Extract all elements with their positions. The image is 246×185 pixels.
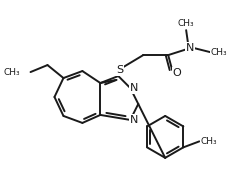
- Text: CH₃: CH₃: [201, 137, 218, 146]
- Text: CH₃: CH₃: [4, 68, 21, 77]
- Text: O: O: [173, 68, 182, 78]
- Text: N: N: [130, 115, 138, 125]
- Text: N: N: [186, 43, 194, 53]
- Text: S: S: [116, 65, 123, 75]
- Text: N: N: [130, 83, 138, 93]
- Text: CH₃: CH₃: [211, 48, 227, 57]
- Text: CH₃: CH₃: [178, 19, 194, 28]
